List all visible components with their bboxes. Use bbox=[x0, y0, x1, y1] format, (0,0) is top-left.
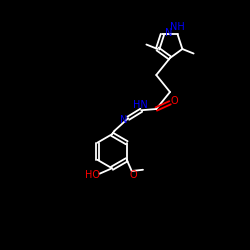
Text: O: O bbox=[130, 170, 138, 179]
Text: N: N bbox=[120, 115, 128, 125]
Text: HN: HN bbox=[132, 100, 147, 110]
Text: N: N bbox=[165, 28, 172, 38]
Text: NH: NH bbox=[170, 22, 184, 32]
Text: HO: HO bbox=[85, 170, 100, 180]
Text: O: O bbox=[171, 96, 178, 106]
